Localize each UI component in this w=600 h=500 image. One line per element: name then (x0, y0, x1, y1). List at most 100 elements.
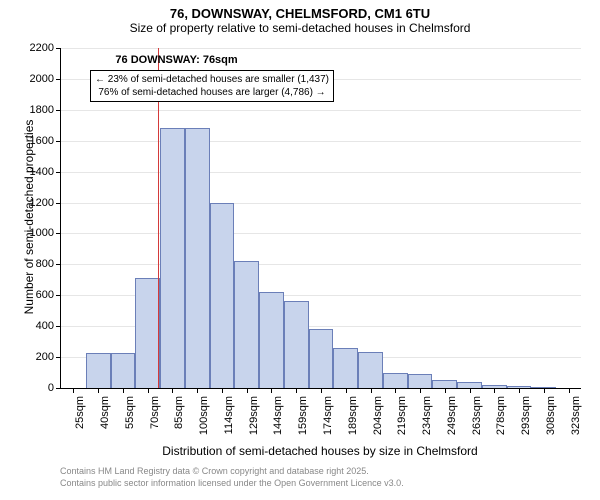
histogram-bar (259, 292, 284, 388)
x-tick-label: 114sqm (223, 396, 235, 446)
x-tick-mark (321, 388, 322, 393)
x-tick-mark (148, 388, 149, 393)
y-tick-mark (56, 79, 61, 80)
histogram-bar (309, 329, 334, 388)
x-tick-mark (494, 388, 495, 393)
y-tick-label: 1000 (20, 227, 54, 239)
y-tick-mark (56, 357, 61, 358)
y-axis-label: Number of semi-detached properties (22, 47, 36, 387)
annotation-box: ← 23% of semi-detached houses are smalle… (90, 70, 334, 102)
gridline (61, 172, 581, 173)
x-tick-label: 219sqm (396, 396, 408, 446)
y-tick-label: 200 (20, 351, 54, 363)
histogram-bar (408, 374, 433, 388)
histogram-bar (135, 278, 160, 388)
histogram-bar (234, 261, 259, 388)
y-tick-mark (56, 295, 61, 296)
y-tick-label: 400 (20, 320, 54, 332)
y-tick-label: 0 (20, 382, 54, 394)
y-tick-label: 1400 (20, 166, 54, 178)
gridline (61, 110, 581, 111)
x-tick-mark (123, 388, 124, 393)
x-tick-mark (569, 388, 570, 393)
x-tick-label: 174sqm (322, 396, 334, 446)
histogram-bar (185, 128, 210, 388)
x-tick-mark (544, 388, 545, 393)
y-tick-label: 800 (20, 258, 54, 270)
histogram-bar (383, 373, 408, 388)
footer-line-2: Contains public sector information licen… (60, 478, 404, 488)
histogram-bar (432, 380, 457, 388)
annotation-line-2: 76% of semi-detached houses are larger (… (95, 86, 329, 99)
x-tick-label: 144sqm (272, 396, 284, 446)
y-tick-mark (56, 48, 61, 49)
x-tick-label: 70sqm (149, 396, 161, 446)
x-tick-label: 159sqm (297, 396, 309, 446)
gridline (61, 48, 581, 49)
x-tick-mark (470, 388, 471, 393)
y-tick-label: 1200 (20, 197, 54, 209)
x-tick-mark (445, 388, 446, 393)
x-tick-mark (172, 388, 173, 393)
histogram-bar (284, 301, 309, 388)
x-tick-label: 100sqm (198, 396, 210, 446)
y-tick-label: 1800 (20, 104, 54, 116)
y-tick-mark (56, 141, 61, 142)
x-tick-mark (395, 388, 396, 393)
gridline (61, 264, 581, 265)
gridline (61, 203, 581, 204)
title-line-2: Size of property relative to semi-detach… (0, 21, 600, 35)
x-tick-label: 55sqm (124, 396, 136, 446)
histogram-bar (86, 353, 111, 388)
y-tick-label: 600 (20, 289, 54, 301)
x-tick-mark (296, 388, 297, 393)
x-tick-label: 25sqm (74, 396, 86, 446)
annotation-line-1: ← 23% of semi-detached houses are smalle… (95, 73, 329, 86)
histogram-bar (333, 348, 358, 388)
y-tick-mark (56, 172, 61, 173)
x-tick-mark (197, 388, 198, 393)
y-tick-mark (56, 110, 61, 111)
gridline (61, 141, 581, 142)
histogram-bar (160, 128, 185, 388)
x-tick-mark (247, 388, 248, 393)
x-tick-mark (73, 388, 74, 393)
x-tick-mark (346, 388, 347, 393)
histogram-bar (358, 352, 383, 388)
footer-line-1: Contains HM Land Registry data © Crown c… (60, 466, 369, 476)
x-tick-label: 323sqm (570, 396, 582, 446)
y-tick-mark (56, 233, 61, 234)
x-tick-label: 308sqm (545, 396, 557, 446)
y-tick-mark (56, 388, 61, 389)
title-line-1: 76, DOWNSWAY, CHELMSFORD, CM1 6TU (0, 6, 600, 21)
x-tick-mark (271, 388, 272, 393)
gridline (61, 233, 581, 234)
y-tick-mark (56, 326, 61, 327)
x-tick-label: 249sqm (446, 396, 458, 446)
x-tick-label: 204sqm (372, 396, 384, 446)
y-tick-mark (56, 203, 61, 204)
x-tick-label: 85sqm (173, 396, 185, 446)
x-tick-mark (420, 388, 421, 393)
y-tick-label: 1600 (20, 135, 54, 147)
x-tick-mark (519, 388, 520, 393)
x-tick-mark (371, 388, 372, 393)
x-tick-label: 129sqm (248, 396, 260, 446)
x-tick-label: 234sqm (421, 396, 433, 446)
y-tick-label: 2200 (20, 42, 54, 54)
x-tick-mark (222, 388, 223, 393)
x-tick-mark (98, 388, 99, 393)
y-tick-label: 2000 (20, 73, 54, 85)
annotation-title: 76 DOWNSWAY: 76sqm (87, 54, 267, 66)
x-axis-label: Distribution of semi-detached houses by … (60, 444, 580, 458)
chart-title: 76, DOWNSWAY, CHELMSFORD, CM1 6TU Size o… (0, 0, 600, 35)
y-tick-mark (56, 264, 61, 265)
histogram-bar (210, 203, 235, 388)
x-tick-label: 189sqm (347, 396, 359, 446)
x-tick-label: 263sqm (471, 396, 483, 446)
x-tick-label: 278sqm (495, 396, 507, 446)
x-tick-label: 40sqm (99, 396, 111, 446)
x-tick-label: 293sqm (520, 396, 532, 446)
chart-container: 76, DOWNSWAY, CHELMSFORD, CM1 6TU Size o… (0, 0, 600, 500)
histogram-bar (111, 353, 136, 388)
